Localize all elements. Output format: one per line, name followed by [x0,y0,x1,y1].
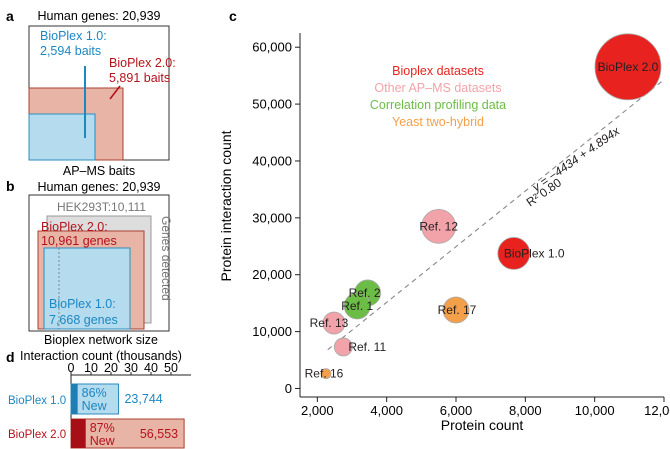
panel-b-hek293t-label: HEK293T:10,111 [57,200,146,214]
scatter-points: BioPlex 2.0 BioPlex 1.0 Ref. 12 Ref. 13 Ref.… [305,33,662,381]
point-ref-11 [333,337,353,357]
point-label-ref-13: Ref. 13 [310,316,349,330]
panel-d-tick-label: 50 [164,361,178,375]
y-tick-label: 60,000 [252,40,292,55]
y-tick-label: 30,000 [252,210,292,225]
bar-bioplex-2-0-existing [71,419,86,448]
bar-bioplex-1-0-new [70,383,119,415]
x-tick-label: 10,000 [575,403,615,418]
panel-a-bioplex2-label-line2: 5,891 baits [109,71,170,85]
panel-b-label: b [6,178,15,194]
x-tick-label: 2,000 [301,403,334,418]
panel-b: b Human genes: 20,939 HEK293T:10,111 Gen… [6,178,173,347]
bar-name-bioplex-2-0: BioPlex 2.0 [8,429,66,441]
panel-b-bioplex1-box [43,247,131,330]
point-label-ref-17: Ref. 17 [438,303,477,317]
scatter-legend: Bioplex datasets Other AP–MS datasets Corr… [370,64,506,129]
y-axis-title: Protein interaction count [218,130,234,281]
panel-a-bioplex2-leader [109,85,121,100]
bar-bioplex-1-0-new-label: New [82,399,108,413]
point-label-ref-12: Ref. 12 [419,219,458,233]
point-ref-1 [343,292,371,320]
panel-a-header: Human genes: 20,939 [37,9,160,23]
x-axis-title: Protein count [441,417,524,433]
regression-line [327,79,665,351]
panel-d-tick-label: 40 [144,361,158,375]
y-tick-label: 10,000 [252,324,292,339]
panel-b-bioplex1-label-line1: BioPlex 1.0: [49,297,116,311]
panel-b-bioplex2-label-line1: BioPlex 2.0: [41,220,108,234]
bar-name-bioplex-1-0: BioPlex 1.0 [8,395,66,407]
panel-d-tick-label: 20 [104,361,118,375]
panel-c-label: c [229,8,237,24]
point-label-bioplex-1-0: BioPlex 1.0 [504,246,565,260]
point-label-ref-1: Ref. 1 [341,299,373,313]
bar-bioplex-2-0-value: 56,553 [140,427,178,441]
legend-correlation-profiling-data: Correlation profiling data [370,98,506,112]
panel-a-bioplex2-label-line1: BioPlex 2.0: [109,56,176,70]
point-ref-13 [322,311,346,335]
panel-a: a Human genes: 20,939 BioPlex 1.0: 2,594… [6,8,176,178]
scatter-axes: 0 10,000 20,000 30,000 40,000 50,000 60,000 2,0… [252,33,670,418]
regression-line-group [327,79,665,351]
panel-c: c Protein interaction count Protein coun… [218,8,670,433]
panel-d: d Interaction count (thousands) 0 10 20 30 4… [6,349,191,449]
legend-other-ap-ms-datasets: Other AP–MS datasets [374,81,501,95]
x-tick-label: 8,000 [509,403,542,418]
panel-d-tick-label: 0 [68,361,75,375]
point-label-ref-11: Ref. 11 [348,340,386,354]
bar-bioplex-1-0-value: 23,744 [124,392,162,406]
panel-a-bioplex1-label-line1: BioPlex 1.0: [40,29,107,43]
panel-a-label: a [6,8,14,24]
point-bioplex-1-0 [497,237,531,270]
legend-bioplex-datasets: Bioplex datasets [392,64,484,78]
point-ref-17 [442,296,470,324]
panel-d-tick-label: 30 [124,361,138,375]
x-tick-label: 4,000 [370,403,403,418]
point-label-ref-16: Ref. 16 [305,367,344,381]
point-bioplex-2-0 [594,33,662,101]
point-label-ref-2: Ref. 2 [349,286,381,300]
legend-yeast-two-hybrid: Yeast two-hybrid [392,115,484,129]
y-tick-label: 0 [285,381,292,396]
bar-bioplex-2-0-new [70,418,185,449]
point-ref-16 [320,368,332,380]
panel-b-bioplex2-label-line2: 10,961 genes [41,234,117,248]
panel-a-footer: AP–MS baits [63,164,135,178]
panel-b-footer: Bioplex network size [44,333,158,347]
panel-a-bioplex1-label-line2: 2,594 baits [40,44,101,58]
y-tick-label: 50,000 [252,97,292,112]
panel-d-title: Interaction count (thousands) [20,349,182,363]
point-label-bioplex-2-0: BioPlex 2.0 [598,60,659,74]
bar-bioplex-1-0-pct: 86% [82,386,107,400]
panel-b-bioplex1-label-line2: 7,668 genes [49,313,118,327]
y-tick-label: 40,000 [252,153,292,168]
panel-d-label: d [6,349,15,365]
panel-d-tick-label: 10 [84,361,98,375]
x-tick-label: 12,000 [644,403,670,418]
x-tick-label: 6,000 [440,403,473,418]
point-ref-12 [421,208,457,244]
y-tick-label: 20,000 [252,267,292,282]
bar-bioplex-1-0-existing [71,384,78,414]
bar-bioplex-2-0-new-label: New [90,434,116,448]
bar-bioplex-2-0-pct: 87% [90,421,115,435]
panel-b-header: Human genes: 20,939 [37,180,160,194]
panel-b-genes-detected-label: Genes detected [159,216,173,301]
